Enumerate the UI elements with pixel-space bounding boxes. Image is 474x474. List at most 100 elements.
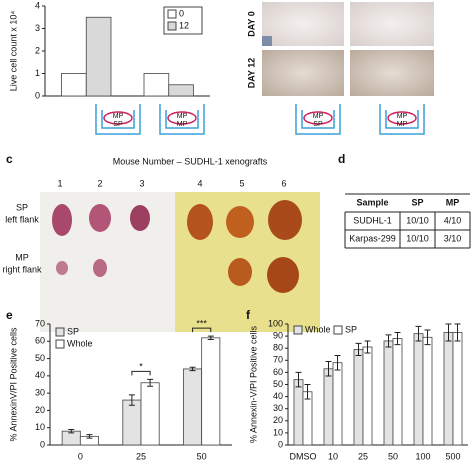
well-icon xyxy=(101,110,135,129)
well-insert xyxy=(167,111,197,125)
error-bar xyxy=(445,323,452,342)
photo xyxy=(350,2,434,46)
y-tick-label: 40 xyxy=(35,370,45,380)
table-header: SP xyxy=(411,197,423,207)
well-icon xyxy=(159,104,205,135)
panel-title: Mouse Number – SUDHL-1 xenografts xyxy=(113,156,268,166)
significance-label: *** xyxy=(196,318,207,328)
y-tick-label: 20 xyxy=(35,405,45,415)
icon-label: MP xyxy=(397,121,408,128)
mouse-number: 3 xyxy=(139,178,144,188)
bar xyxy=(61,73,87,97)
bar xyxy=(168,84,194,97)
x-tick-label: 0 xyxy=(78,451,83,461)
y-tick-label: 70 xyxy=(273,355,283,365)
well-icon xyxy=(301,110,335,129)
well-icon xyxy=(165,110,199,129)
y-axis-label: % AnnexinV/PI Positive cells xyxy=(8,327,18,442)
table-cell: Karpas-299 xyxy=(349,233,396,243)
error-bar xyxy=(415,325,422,342)
error-bar xyxy=(304,384,311,400)
row-label: DAY 12 xyxy=(246,58,256,89)
significance-label: * xyxy=(139,362,143,372)
panel-letter: f xyxy=(246,308,251,322)
icon-label: MP xyxy=(313,113,324,120)
error-bar xyxy=(424,329,431,346)
table-cell: 4/10 xyxy=(444,215,462,225)
icon-label: MP xyxy=(113,113,124,120)
error-bar xyxy=(207,335,214,341)
error-bar xyxy=(147,378,154,387)
y-tick-label: 0 xyxy=(35,90,40,100)
table-cell: 3/10 xyxy=(444,233,462,243)
mouse-number: 4 xyxy=(197,178,202,188)
x-tick-label: 500 xyxy=(445,451,460,461)
legend-label: SP xyxy=(345,324,357,334)
table-cell: 10/10 xyxy=(406,215,429,225)
bar xyxy=(443,332,454,446)
y-axis-label: Live cell count x 10⁴ xyxy=(8,11,18,92)
flank-label: MP xyxy=(15,252,29,262)
y-tick-label: 1 xyxy=(35,68,40,78)
bar xyxy=(143,73,170,97)
error-bar xyxy=(68,428,75,434)
well-icon xyxy=(379,104,425,135)
mouse-number: 2 xyxy=(97,178,102,188)
bar xyxy=(183,368,203,446)
error-bar xyxy=(86,434,93,439)
x-tick-label: 25 xyxy=(136,451,146,461)
table-cell: 10/10 xyxy=(406,233,429,243)
table-header: MP xyxy=(446,197,460,207)
error-bar xyxy=(364,340,371,354)
error-bar xyxy=(385,334,392,348)
error-bar xyxy=(325,361,332,377)
legend-swatch xyxy=(167,21,177,31)
table-cell: SUDHL-1 xyxy=(353,215,392,225)
photo xyxy=(350,50,434,96)
bar xyxy=(122,399,142,446)
well-insert xyxy=(303,111,333,125)
tumors xyxy=(52,200,302,293)
bar xyxy=(302,391,313,446)
bar xyxy=(362,346,373,446)
y-tick-label: 10 xyxy=(35,422,45,432)
y-tick-label: 70 xyxy=(35,318,45,328)
x-tick-label: 25 xyxy=(358,451,368,461)
y-tick-label: 100 xyxy=(268,318,283,328)
legend-swatch xyxy=(55,339,65,349)
bar xyxy=(140,382,160,446)
error-bar xyxy=(128,394,135,406)
bar xyxy=(452,332,463,446)
legend-swatch xyxy=(333,325,343,335)
y-tick-label: 60 xyxy=(273,367,283,377)
error-bar xyxy=(454,323,461,342)
error-bar xyxy=(355,342,362,356)
y-tick-label: 2 xyxy=(35,45,40,55)
legend-swatch xyxy=(293,325,303,335)
y-tick-label: 60 xyxy=(35,336,45,346)
significance-bracket xyxy=(192,327,212,333)
legend-label: Whole xyxy=(305,324,331,334)
x-tick-label: 10 xyxy=(328,451,338,461)
table-header: Sample xyxy=(356,197,388,207)
x-tick-label: 50 xyxy=(197,451,207,461)
photo xyxy=(262,50,344,96)
y-tick-label: 4 xyxy=(35,0,40,10)
icon-label: SP xyxy=(313,121,323,128)
y-tick-label: 20 xyxy=(273,415,283,425)
error-bar xyxy=(295,371,302,388)
significance-bracket xyxy=(131,370,151,376)
mouse-number: 5 xyxy=(239,178,244,188)
legend-swatch xyxy=(167,9,177,19)
well-icon xyxy=(295,104,341,135)
bar xyxy=(413,333,424,446)
well-icon xyxy=(95,104,141,135)
y-axis-label: % Annexin-V/PI Positive cells xyxy=(248,325,258,443)
flank-label: left flank xyxy=(5,214,39,224)
y-tick-label: 50 xyxy=(35,353,45,363)
y-tick-label: 50 xyxy=(273,379,283,389)
flank-label: right flank xyxy=(2,264,42,274)
legend-swatch xyxy=(55,327,65,337)
bar xyxy=(85,16,112,97)
